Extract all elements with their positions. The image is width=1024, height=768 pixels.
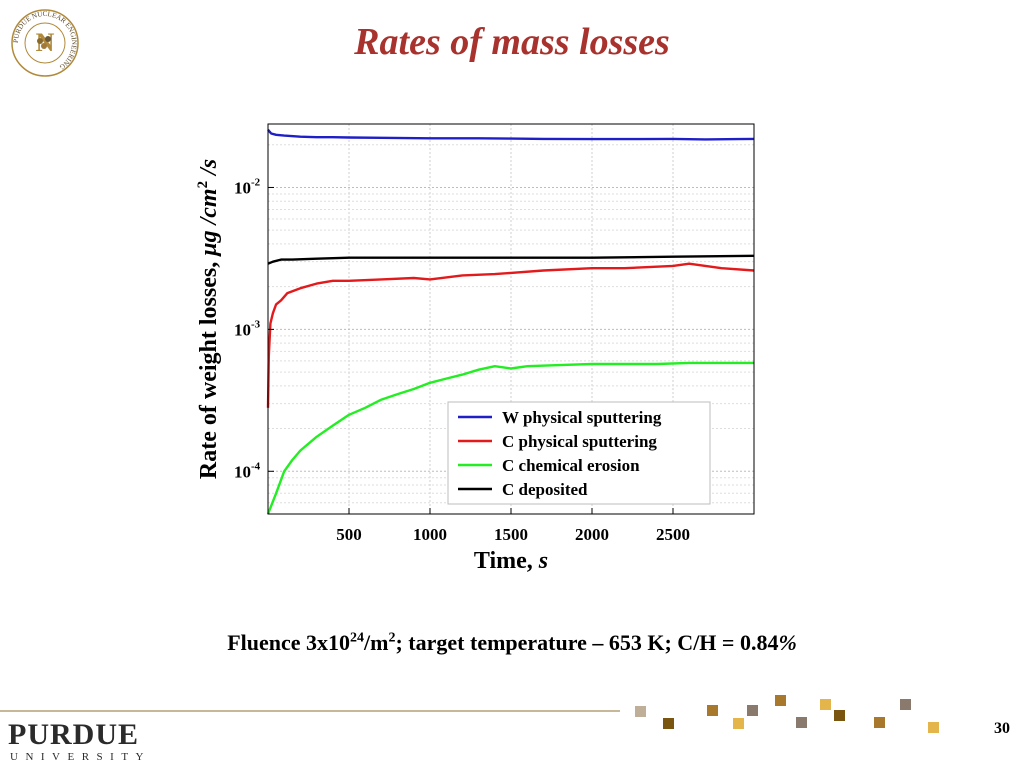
caption-mid: /m: [364, 630, 389, 655]
series-line-2: [266, 361, 754, 515]
y-axis-label: Rate of weight losses, μg /cm2 /s: [195, 159, 222, 479]
x-tick-label-0: 500: [336, 525, 362, 544]
caption-sup1: 24: [350, 630, 365, 646]
y-axis-label-unit2: /s: [196, 159, 222, 181]
x-tick-label-2: 1500: [494, 525, 528, 544]
caption-sup2: 2: [388, 630, 396, 646]
y-tick-label-0: 10-2: [234, 176, 261, 197]
legend-label-0: W physical sputtering: [502, 408, 662, 427]
y-axis-label-main: Rate of weight losses,: [196, 256, 222, 479]
y-tick-base-2: 10: [234, 462, 251, 481]
chart-legend: W physical sputtering C physical sputteri…: [447, 401, 711, 505]
legend-label-2: C chemical erosion: [502, 456, 640, 475]
footer-divider: [0, 710, 620, 712]
y-tick-base-0: 10: [234, 178, 251, 197]
y-tick-label-2: 10-4: [234, 460, 261, 481]
series-lines: [266, 129, 755, 515]
slide-caption: Fluence 3x1024/m2; target temperature – …: [0, 630, 1024, 656]
x-axis-label: Time, s: [474, 548, 548, 574]
decorative-squares: [635, 695, 939, 733]
slide-title: Rates of mass losses: [354, 21, 670, 63]
chart-container: 500 1000 1500 2000 2500 10-2 10-3 10-4 Time, s …: [190, 118, 770, 578]
y-tick-exp-0: -2: [251, 176, 261, 188]
x-tick-label-4: 2500: [656, 525, 690, 544]
y-axis-label-sup: 2: [195, 181, 211, 189]
series-line-3: [267, 254, 755, 265]
y-axis-label-mu: μ: [196, 242, 222, 257]
page-number: 30: [994, 720, 1010, 737]
series-line-0: [267, 129, 755, 141]
y-tick-exp-2: -4: [251, 460, 261, 472]
series-line-1: [266, 262, 755, 408]
x-axis-label-unit: s: [538, 548, 548, 574]
footer-logo-name: PURDUE: [8, 718, 139, 751]
y-tick-base-1: 10: [234, 320, 251, 339]
caption-suffix: ; target temperature – 653 K; C/H = 0.84: [395, 630, 779, 655]
legend-label-3: C deposited: [502, 480, 588, 499]
purdue-nuclear-engineering-logo: PURDUE NUCLEAR ENGINEERING N: [11, 9, 79, 77]
legend-label-1: C physical sputtering: [502, 432, 657, 451]
x-tick-label-3: 2000: [575, 525, 609, 544]
legend-box: [447, 401, 711, 505]
caption-prefix: Fluence 3x10: [227, 630, 351, 655]
y-axis-label-unit1: g /cm: [196, 188, 222, 243]
x-axis-label-main: Time,: [474, 548, 539, 574]
footer-logo-sub: UNIVERSITY: [10, 751, 151, 763]
x-tick-label-1: 1000: [413, 525, 447, 544]
y-tick-exp-1: -3: [251, 318, 261, 330]
seal-letter: N: [36, 28, 55, 57]
y-tick-label-1: 10-3: [234, 318, 261, 339]
purdue-university-logo: PURDUE UNIVERSITY: [8, 718, 151, 763]
caption-percent: %: [778, 630, 797, 655]
